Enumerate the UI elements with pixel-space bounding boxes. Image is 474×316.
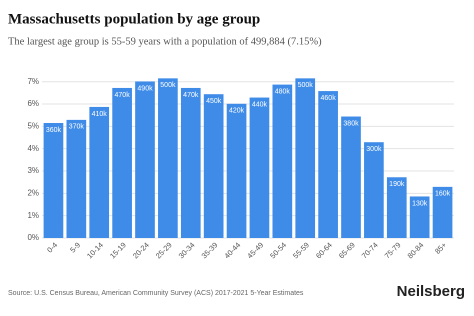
y-tick-label: 4% <box>27 144 39 153</box>
bar <box>135 81 155 238</box>
bar-label: 490k <box>137 85 153 92</box>
bar-label: 500k <box>298 82 314 89</box>
bar <box>112 87 132 238</box>
x-tick-label: 55-59 <box>291 240 311 260</box>
bar <box>203 94 224 239</box>
bar <box>318 91 338 238</box>
bar-label: 300k <box>366 146 382 153</box>
y-tick-label: 1% <box>27 211 39 220</box>
bar-label: 460k <box>321 95 337 102</box>
bar-label: 470k <box>115 92 131 99</box>
x-tick-label: 0-4 <box>45 240 59 254</box>
bar <box>180 87 201 238</box>
x-tick-label: 50-54 <box>268 240 288 260</box>
x-tick-label: 85+ <box>433 240 449 256</box>
bar <box>226 103 247 238</box>
bar-label: 470k <box>183 92 199 99</box>
source-note: Source: U.S. Census Bureau, American Com… <box>8 290 304 297</box>
x-tick-label: 65-69 <box>337 240 357 260</box>
y-tick-label: 3% <box>27 166 39 175</box>
bar <box>341 116 361 238</box>
y-tick-label: 5% <box>27 121 39 130</box>
bar-label: 440k <box>252 101 268 108</box>
bar <box>272 84 293 238</box>
bar-label: 360k <box>46 127 62 134</box>
x-tick-label: 70-74 <box>360 240 380 260</box>
y-tick-label: 6% <box>27 99 39 108</box>
bar <box>89 106 110 238</box>
bar-label: 480k <box>275 88 291 95</box>
x-tick-label: 75-79 <box>383 240 403 260</box>
bar-label: 500k <box>160 82 176 89</box>
bar-label: 130k <box>412 200 428 207</box>
x-tick-label: 5-9 <box>68 240 82 254</box>
x-tick-label: 20-24 <box>131 240 151 260</box>
x-tick-label: 45-49 <box>245 240 265 260</box>
bar-label: 370k <box>69 124 85 131</box>
x-tick-label: 40-44 <box>222 240 242 260</box>
chart-title: Massachusetts population by age group <box>8 11 260 27</box>
bar <box>158 78 178 239</box>
bar <box>295 78 316 239</box>
y-tick-label: 0% <box>27 233 39 242</box>
bar <box>364 142 384 238</box>
bar-label: 190k <box>389 181 405 188</box>
x-tick-label: 10-14 <box>85 240 105 260</box>
bar-label: 450k <box>206 98 222 105</box>
y-tick-label: 7% <box>27 77 39 86</box>
x-tick-label: 25-29 <box>154 240 174 260</box>
x-tick-label: 30-34 <box>177 240 197 260</box>
x-tick-label: 80-84 <box>406 240 426 260</box>
y-tick-label: 2% <box>27 188 39 197</box>
bar-label: 410k <box>92 111 108 118</box>
bar <box>432 186 453 238</box>
bar <box>409 196 430 238</box>
bar-label: 160k <box>435 191 451 198</box>
bar <box>249 97 270 238</box>
x-tick-label: 60-64 <box>314 240 334 260</box>
x-tick-label: 35-39 <box>200 240 220 260</box>
bar-label: 380k <box>343 120 359 127</box>
bar <box>386 177 407 238</box>
x-tick-label: 15-19 <box>108 240 128 260</box>
brand: Neilsberg <box>397 283 465 300</box>
bar <box>66 119 87 238</box>
bar <box>43 123 64 238</box>
chart-subtitle: The largest age group is 55-59 years wit… <box>8 36 322 47</box>
bar-label: 420k <box>229 108 245 115</box>
